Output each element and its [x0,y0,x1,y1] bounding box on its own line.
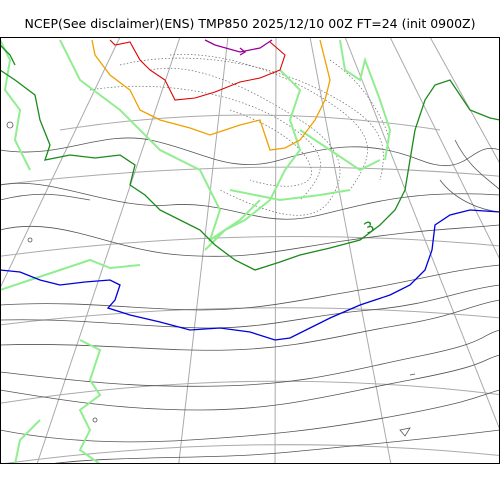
green-contour [0,44,500,271]
temperature-map: 3 [0,37,500,464]
dotted-isotherms [89,54,391,216]
red-contour [109,39,286,101]
blue-contour [0,209,500,341]
purple-contour [204,39,273,56]
light-green-contours [0,39,392,464]
contour-label-3: 3 [361,217,377,237]
isotherm-contours [0,137,500,464]
orange-contour [91,39,331,151]
map-title: NCEP(See disclaimer)(ENS) TMP850 2025/12… [24,16,476,31]
small-islands [6,121,416,437]
